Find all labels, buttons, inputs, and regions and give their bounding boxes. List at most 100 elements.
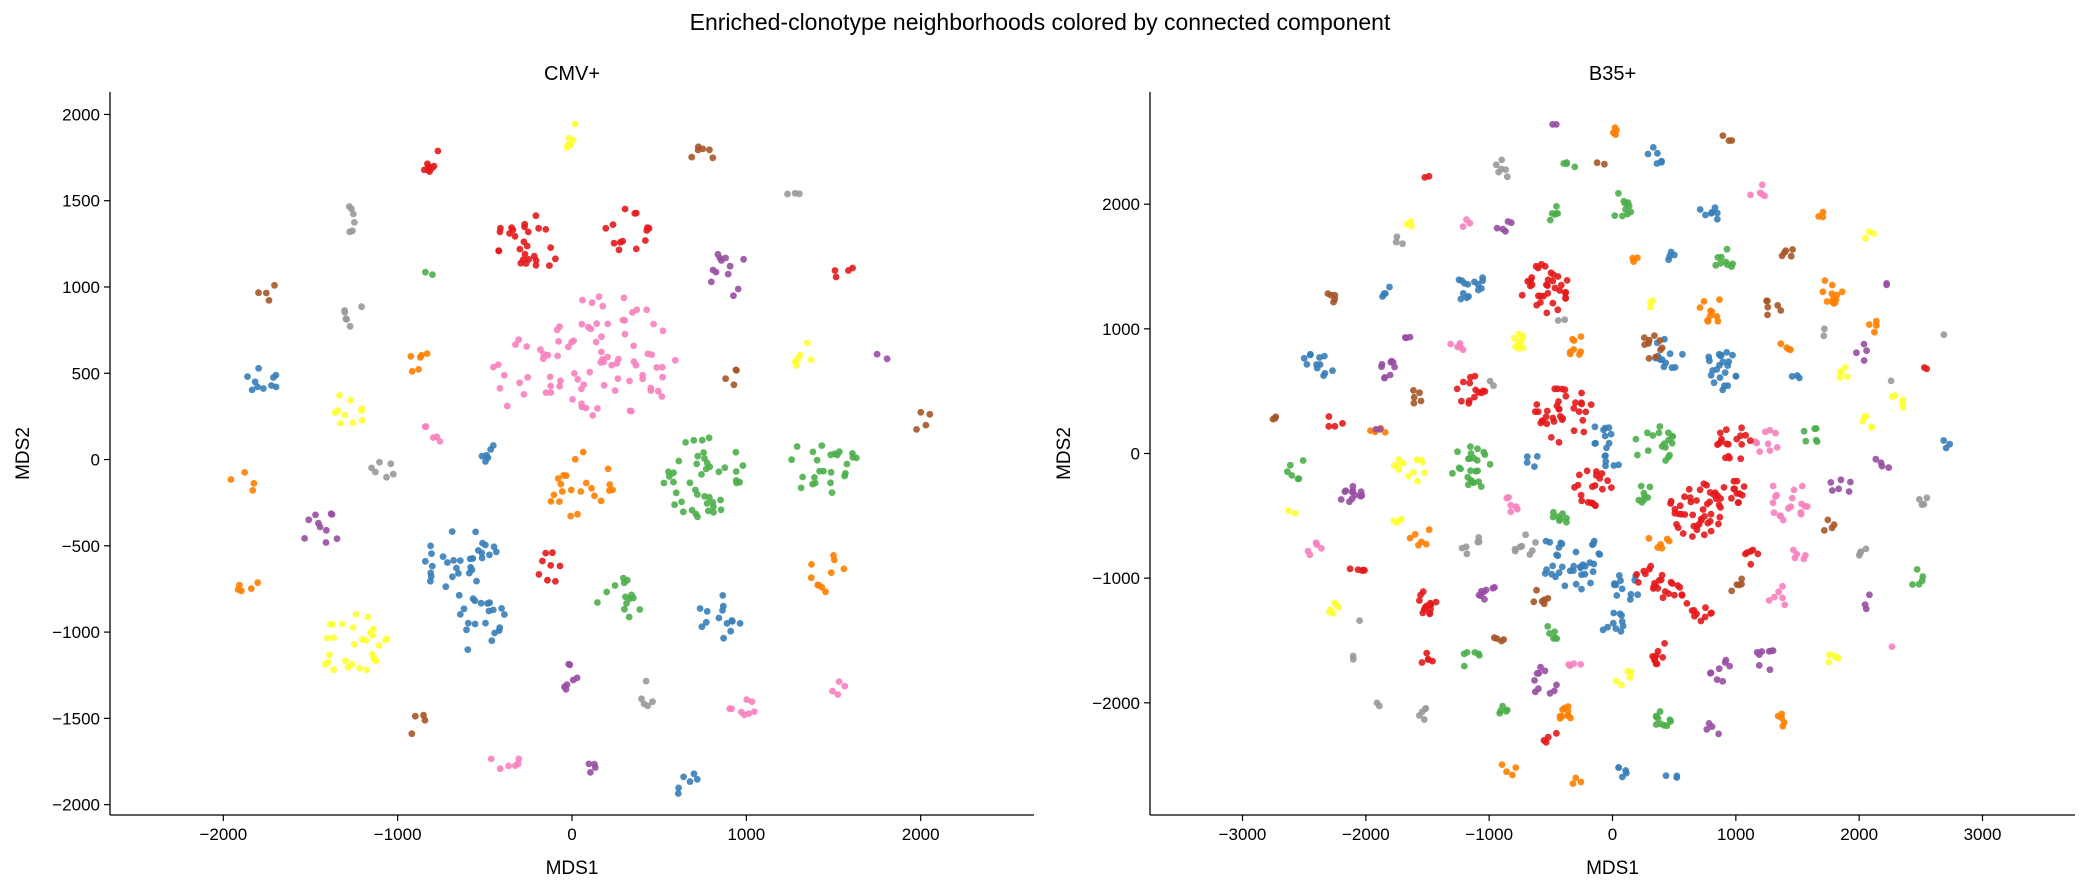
point-pink: [1769, 499, 1777, 507]
point-blue: [464, 646, 472, 653]
point-red: [1570, 404, 1578, 412]
point-red: [1556, 287, 1564, 294]
point-blue: [1306, 351, 1314, 359]
point-yellow: [1326, 606, 1334, 614]
point-blue: [1523, 453, 1531, 460]
point-green: [703, 500, 711, 507]
point-blue: [1599, 626, 1607, 634]
point-red: [1742, 550, 1749, 558]
point-green: [693, 460, 701, 468]
point-red: [1716, 513, 1724, 521]
point-orange: [597, 497, 605, 505]
point-orange: [1700, 298, 1708, 305]
point-gray: [1376, 702, 1383, 710]
point-orange: [556, 498, 563, 505]
point-orange: [577, 488, 585, 495]
point-red: [1737, 432, 1744, 440]
x-axis-label: MDS1: [1586, 858, 1639, 879]
point-blue: [1463, 294, 1471, 302]
point-gray: [1498, 156, 1506, 164]
point-red: [1418, 659, 1426, 666]
point-red: [549, 549, 556, 557]
point-red: [1577, 491, 1585, 499]
point-red: [1689, 533, 1696, 540]
point-red: [1689, 511, 1697, 519]
x-tick-label: 2000: [902, 825, 940, 844]
point-blue: [1618, 612, 1625, 619]
y-axis-label: MDS2: [1054, 427, 1075, 480]
point-blue: [486, 599, 493, 607]
point-green: [811, 479, 819, 487]
point-red: [1543, 420, 1551, 428]
point-brown: [262, 289, 270, 297]
point-yellow: [369, 631, 376, 639]
point-blue: [1723, 349, 1731, 356]
point-blue: [719, 592, 727, 599]
point-pink: [621, 330, 629, 338]
point-blue: [1788, 373, 1796, 380]
point-red: [1708, 609, 1715, 617]
point-brown: [1410, 399, 1418, 407]
point-blue: [427, 542, 434, 550]
point-red: [535, 571, 543, 578]
point-red: [521, 223, 528, 231]
x-tick-label: 3000: [1964, 825, 2002, 844]
point-red: [1578, 497, 1586, 505]
point-orange: [1873, 322, 1880, 329]
point-red: [1592, 472, 1600, 479]
point-purple: [316, 523, 324, 531]
point-orange: [227, 476, 235, 483]
point-orange: [1503, 768, 1510, 776]
point-brown: [1787, 252, 1795, 260]
point-yellow: [349, 419, 357, 427]
point-orange: [1572, 774, 1580, 782]
point-orange: [1785, 345, 1792, 353]
point-green: [1563, 159, 1570, 166]
point-green: [1454, 448, 1461, 456]
point-green: [660, 479, 668, 487]
point-pink: [436, 438, 444, 445]
point-brown: [1824, 516, 1832, 524]
point-green: [1723, 261, 1731, 268]
point-green: [818, 442, 826, 449]
point-purple: [1376, 425, 1384, 433]
point-red: [434, 147, 442, 155]
point-purple: [1386, 371, 1394, 379]
point-pink: [1770, 509, 1778, 516]
point-blue: [1940, 437, 1948, 444]
point-pink: [630, 342, 637, 350]
point-yellow: [324, 634, 331, 642]
point-orange: [1819, 213, 1827, 221]
point-pink: [1790, 486, 1798, 494]
point-blue: [1455, 276, 1463, 284]
point-red: [1547, 434, 1555, 441]
point-brown: [1764, 303, 1772, 311]
point-blue: [1618, 585, 1626, 593]
point-yellow: [1390, 462, 1398, 469]
point-purple: [1550, 687, 1558, 695]
point-purple: [1346, 498, 1353, 506]
point-yellow: [336, 420, 344, 427]
point-green: [799, 473, 806, 481]
point-yellow: [347, 396, 354, 404]
point-green: [1635, 496, 1643, 504]
point-green: [827, 468, 835, 476]
point-blue: [1579, 561, 1587, 569]
point-yellow: [1399, 459, 1407, 467]
point-orange: [547, 498, 555, 505]
point-blue: [1724, 362, 1732, 369]
point-pink: [639, 375, 647, 383]
point-red: [1582, 408, 1590, 416]
point-orange: [1707, 307, 1714, 315]
point-red: [1715, 520, 1722, 528]
point-green: [1551, 211, 1559, 218]
point-orange: [1509, 771, 1516, 779]
point-green: [1555, 513, 1562, 521]
point-red: [1724, 440, 1732, 448]
point-red: [1528, 281, 1536, 289]
point-pink: [503, 402, 511, 410]
point-orange: [567, 512, 575, 520]
point-blue: [1329, 367, 1336, 375]
point-blue: [471, 597, 479, 605]
point-purple: [1489, 584, 1497, 592]
